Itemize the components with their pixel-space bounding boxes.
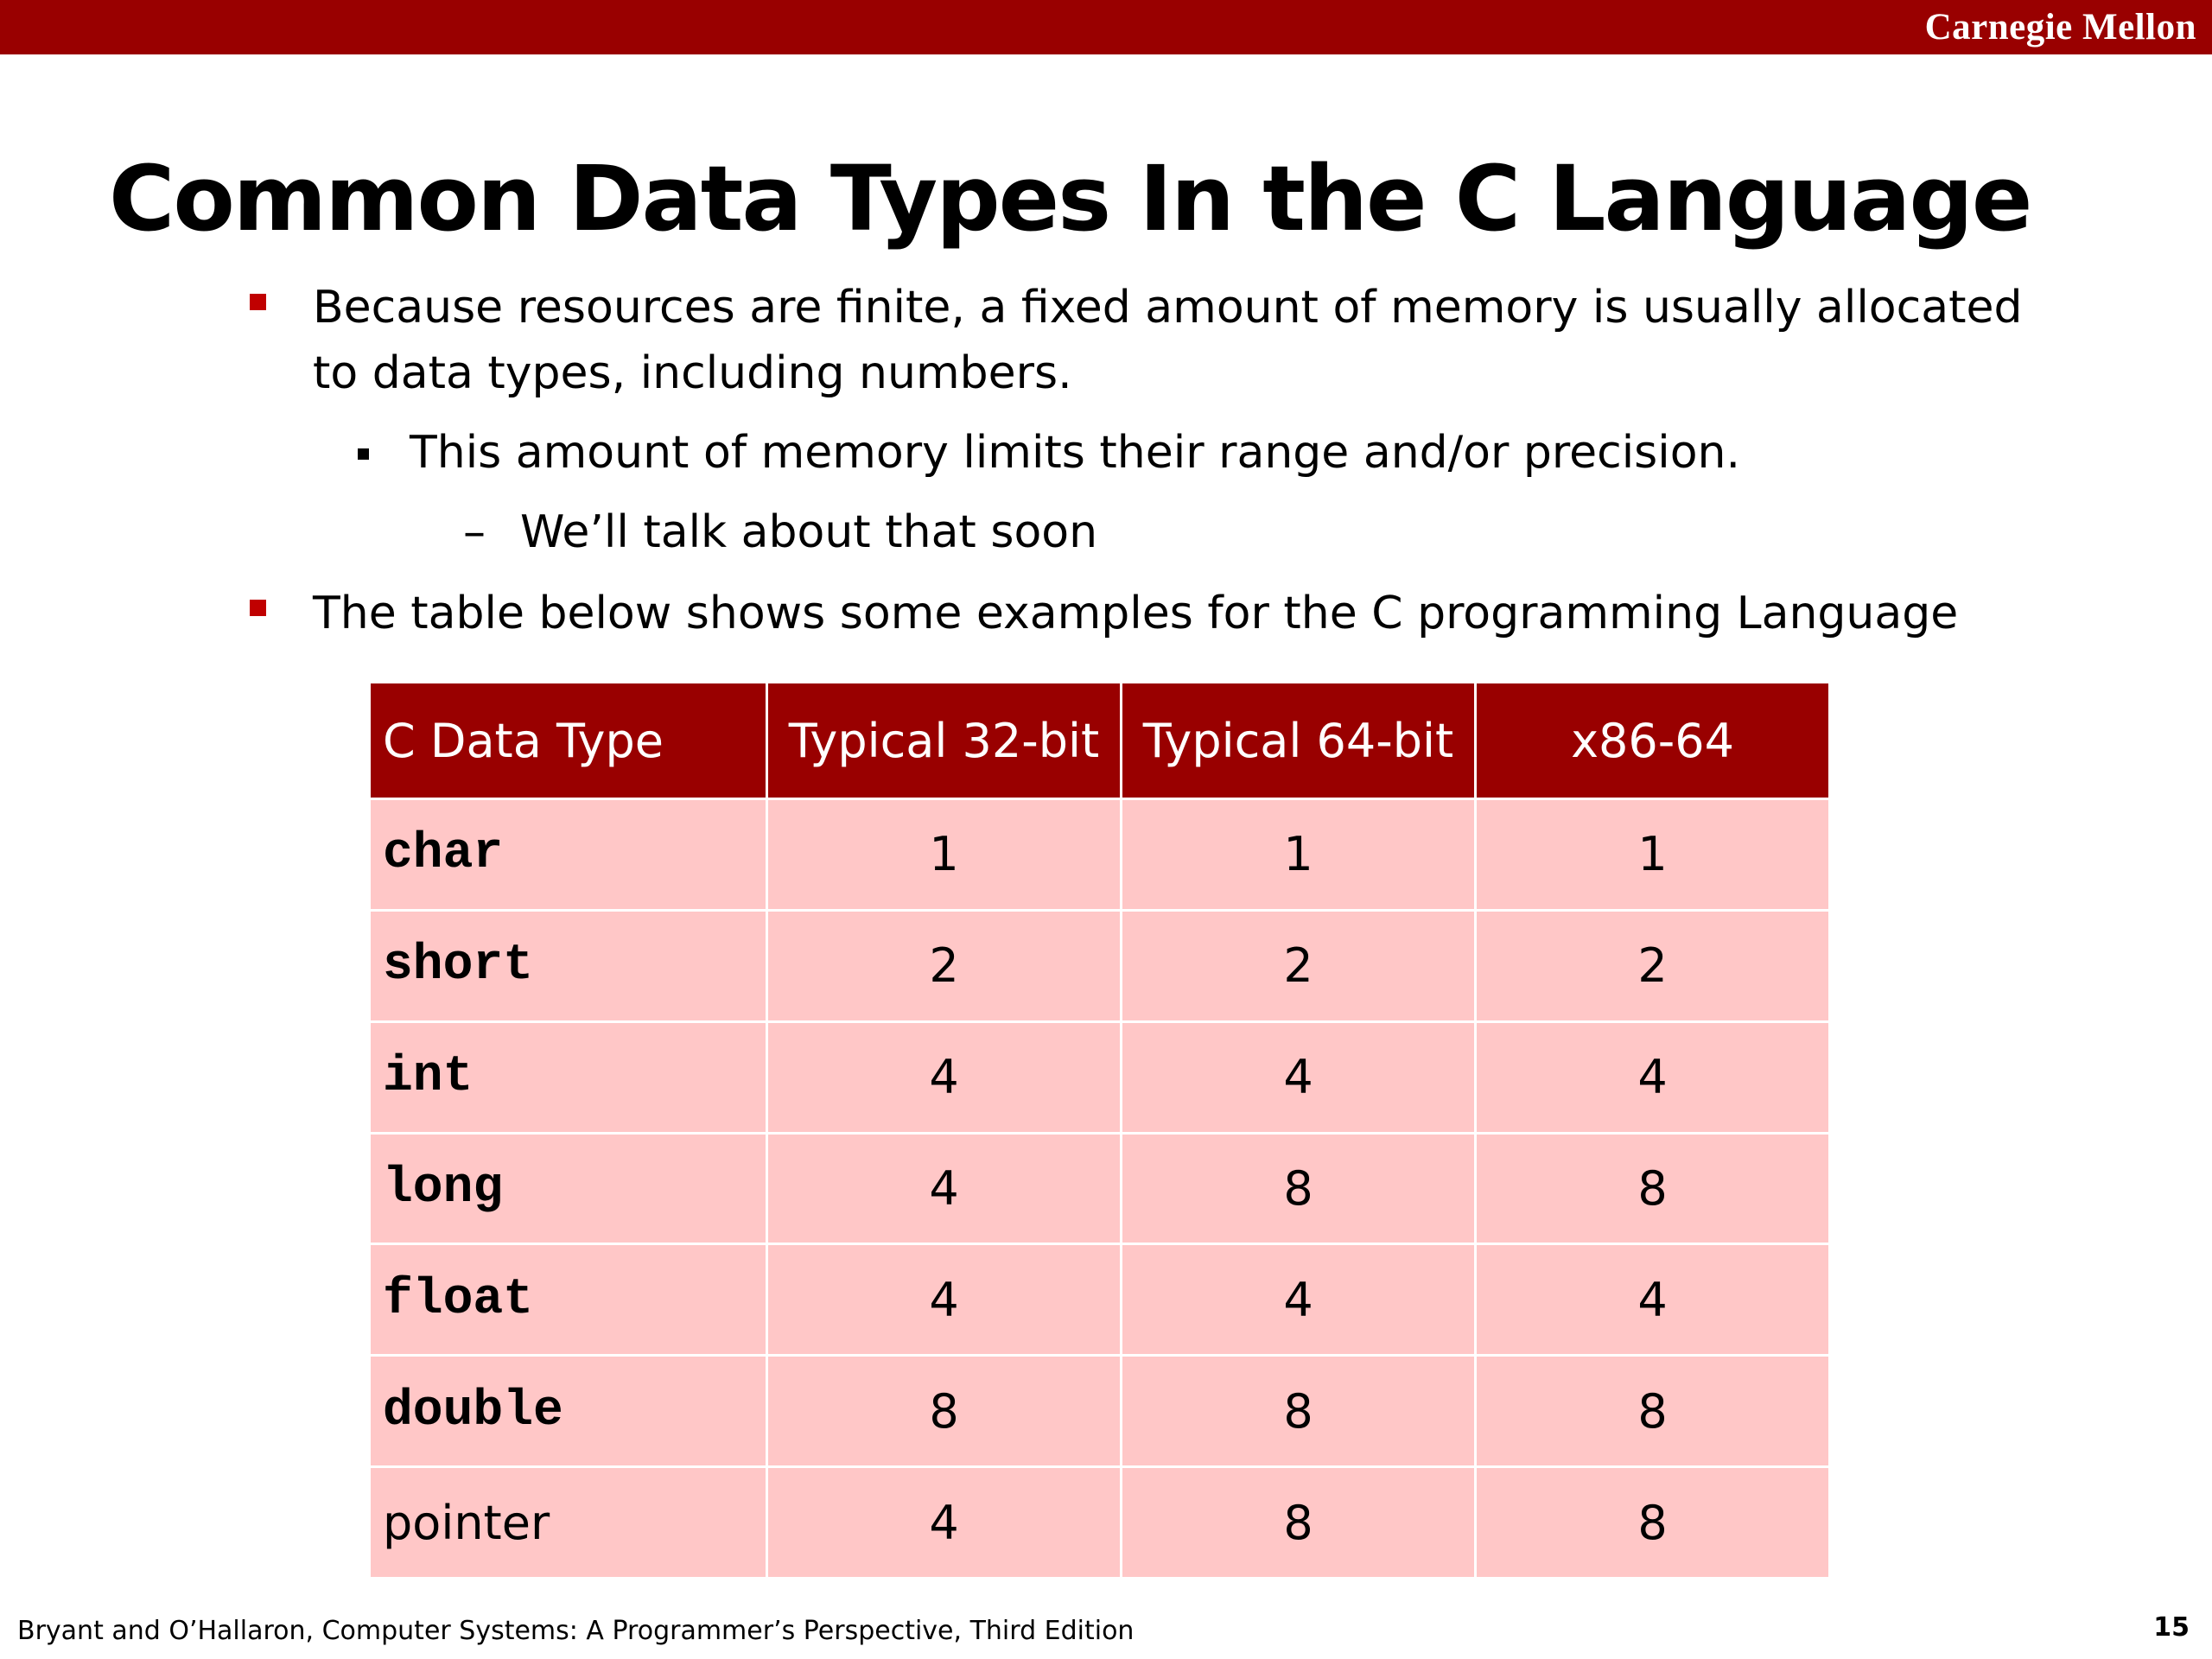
table-row: pointer 4 8 8 bbox=[368, 1465, 1831, 1580]
size-cell: 4 bbox=[766, 1465, 1122, 1580]
size-cell: 2 bbox=[1474, 908, 1831, 1023]
type-cell: float bbox=[368, 1243, 768, 1357]
size-cell: 8 bbox=[1120, 1131, 1477, 1246]
size-cell: 4 bbox=[766, 1131, 1122, 1246]
bullet-text-1b: to data types, including numbers. bbox=[313, 347, 1072, 399]
size-cell: 8 bbox=[766, 1354, 1122, 1469]
size-cell: 2 bbox=[1120, 908, 1477, 1023]
type-cell: char bbox=[368, 798, 768, 912]
size-cell: 1 bbox=[766, 798, 1122, 912]
sub-bullet-square-icon bbox=[358, 448, 369, 460]
type-cell: short bbox=[368, 908, 768, 1023]
bullet-text-2: The table below shows some examples for … bbox=[313, 588, 1959, 639]
page-number: 15 bbox=[2153, 1612, 2190, 1643]
column-header: x86-64 bbox=[1474, 681, 1831, 800]
size-cell: 2 bbox=[766, 908, 1122, 1023]
type-cell: double bbox=[368, 1354, 768, 1469]
size-cell: 4 bbox=[1120, 1243, 1477, 1357]
table-row: int 4 4 4 bbox=[368, 1020, 1831, 1135]
size-cell: 8 bbox=[1474, 1465, 1831, 1580]
type-cell: long bbox=[368, 1131, 768, 1246]
table-row: double 8 8 8 bbox=[368, 1354, 1831, 1469]
header-bar: Carnegie Mellon bbox=[0, 0, 2212, 54]
sub-bullet-text-1: This amount of memory limits their range… bbox=[410, 427, 1741, 479]
size-cell: 4 bbox=[1120, 1020, 1477, 1135]
column-header: C Data Type bbox=[368, 681, 768, 800]
dash-bullet-icon: – bbox=[463, 506, 486, 558]
bullet-text-1a: Because resources are finite, a fixed am… bbox=[313, 282, 2023, 334]
size-cell: 4 bbox=[766, 1243, 1122, 1357]
size-cell: 1 bbox=[1120, 798, 1477, 912]
size-cell: 4 bbox=[1474, 1020, 1831, 1135]
size-cell: 8 bbox=[1120, 1465, 1477, 1580]
type-cell: int bbox=[368, 1020, 768, 1135]
slide-title: Common Data Types In the C Language bbox=[109, 146, 2032, 251]
column-header: Typical 32-bit bbox=[766, 681, 1122, 800]
table-header-row: C Data Type Typical 32-bit Typical 64-bi… bbox=[368, 681, 1831, 800]
footer-citation: Bryant and O’Hallaron, Computer Systems:… bbox=[17, 1616, 1135, 1646]
data-types-table: C Data Type Typical 32-bit Typical 64-bi… bbox=[368, 681, 1831, 1580]
brand-logo-text: Carnegie Mellon bbox=[1924, 7, 2196, 48]
table-row: float 4 4 4 bbox=[368, 1243, 1831, 1357]
size-cell: 8 bbox=[1120, 1354, 1477, 1469]
size-cell: 8 bbox=[1474, 1354, 1831, 1469]
table-row: short 2 2 2 bbox=[368, 908, 1831, 1023]
bullet-square-icon bbox=[250, 600, 266, 616]
bullet-square-icon bbox=[250, 294, 266, 310]
table-row: long 4 8 8 bbox=[368, 1131, 1831, 1246]
size-cell: 4 bbox=[766, 1020, 1122, 1135]
size-cell: 4 bbox=[1474, 1243, 1831, 1357]
type-cell: pointer bbox=[368, 1465, 768, 1580]
size-cell: 8 bbox=[1474, 1131, 1831, 1246]
size-cell: 1 bbox=[1474, 798, 1831, 912]
column-header: Typical 64-bit bbox=[1120, 681, 1477, 800]
sub-bullet-text-2: We’ll talk about that soon bbox=[520, 506, 1098, 558]
table-row: char 1 1 1 bbox=[368, 798, 1831, 912]
